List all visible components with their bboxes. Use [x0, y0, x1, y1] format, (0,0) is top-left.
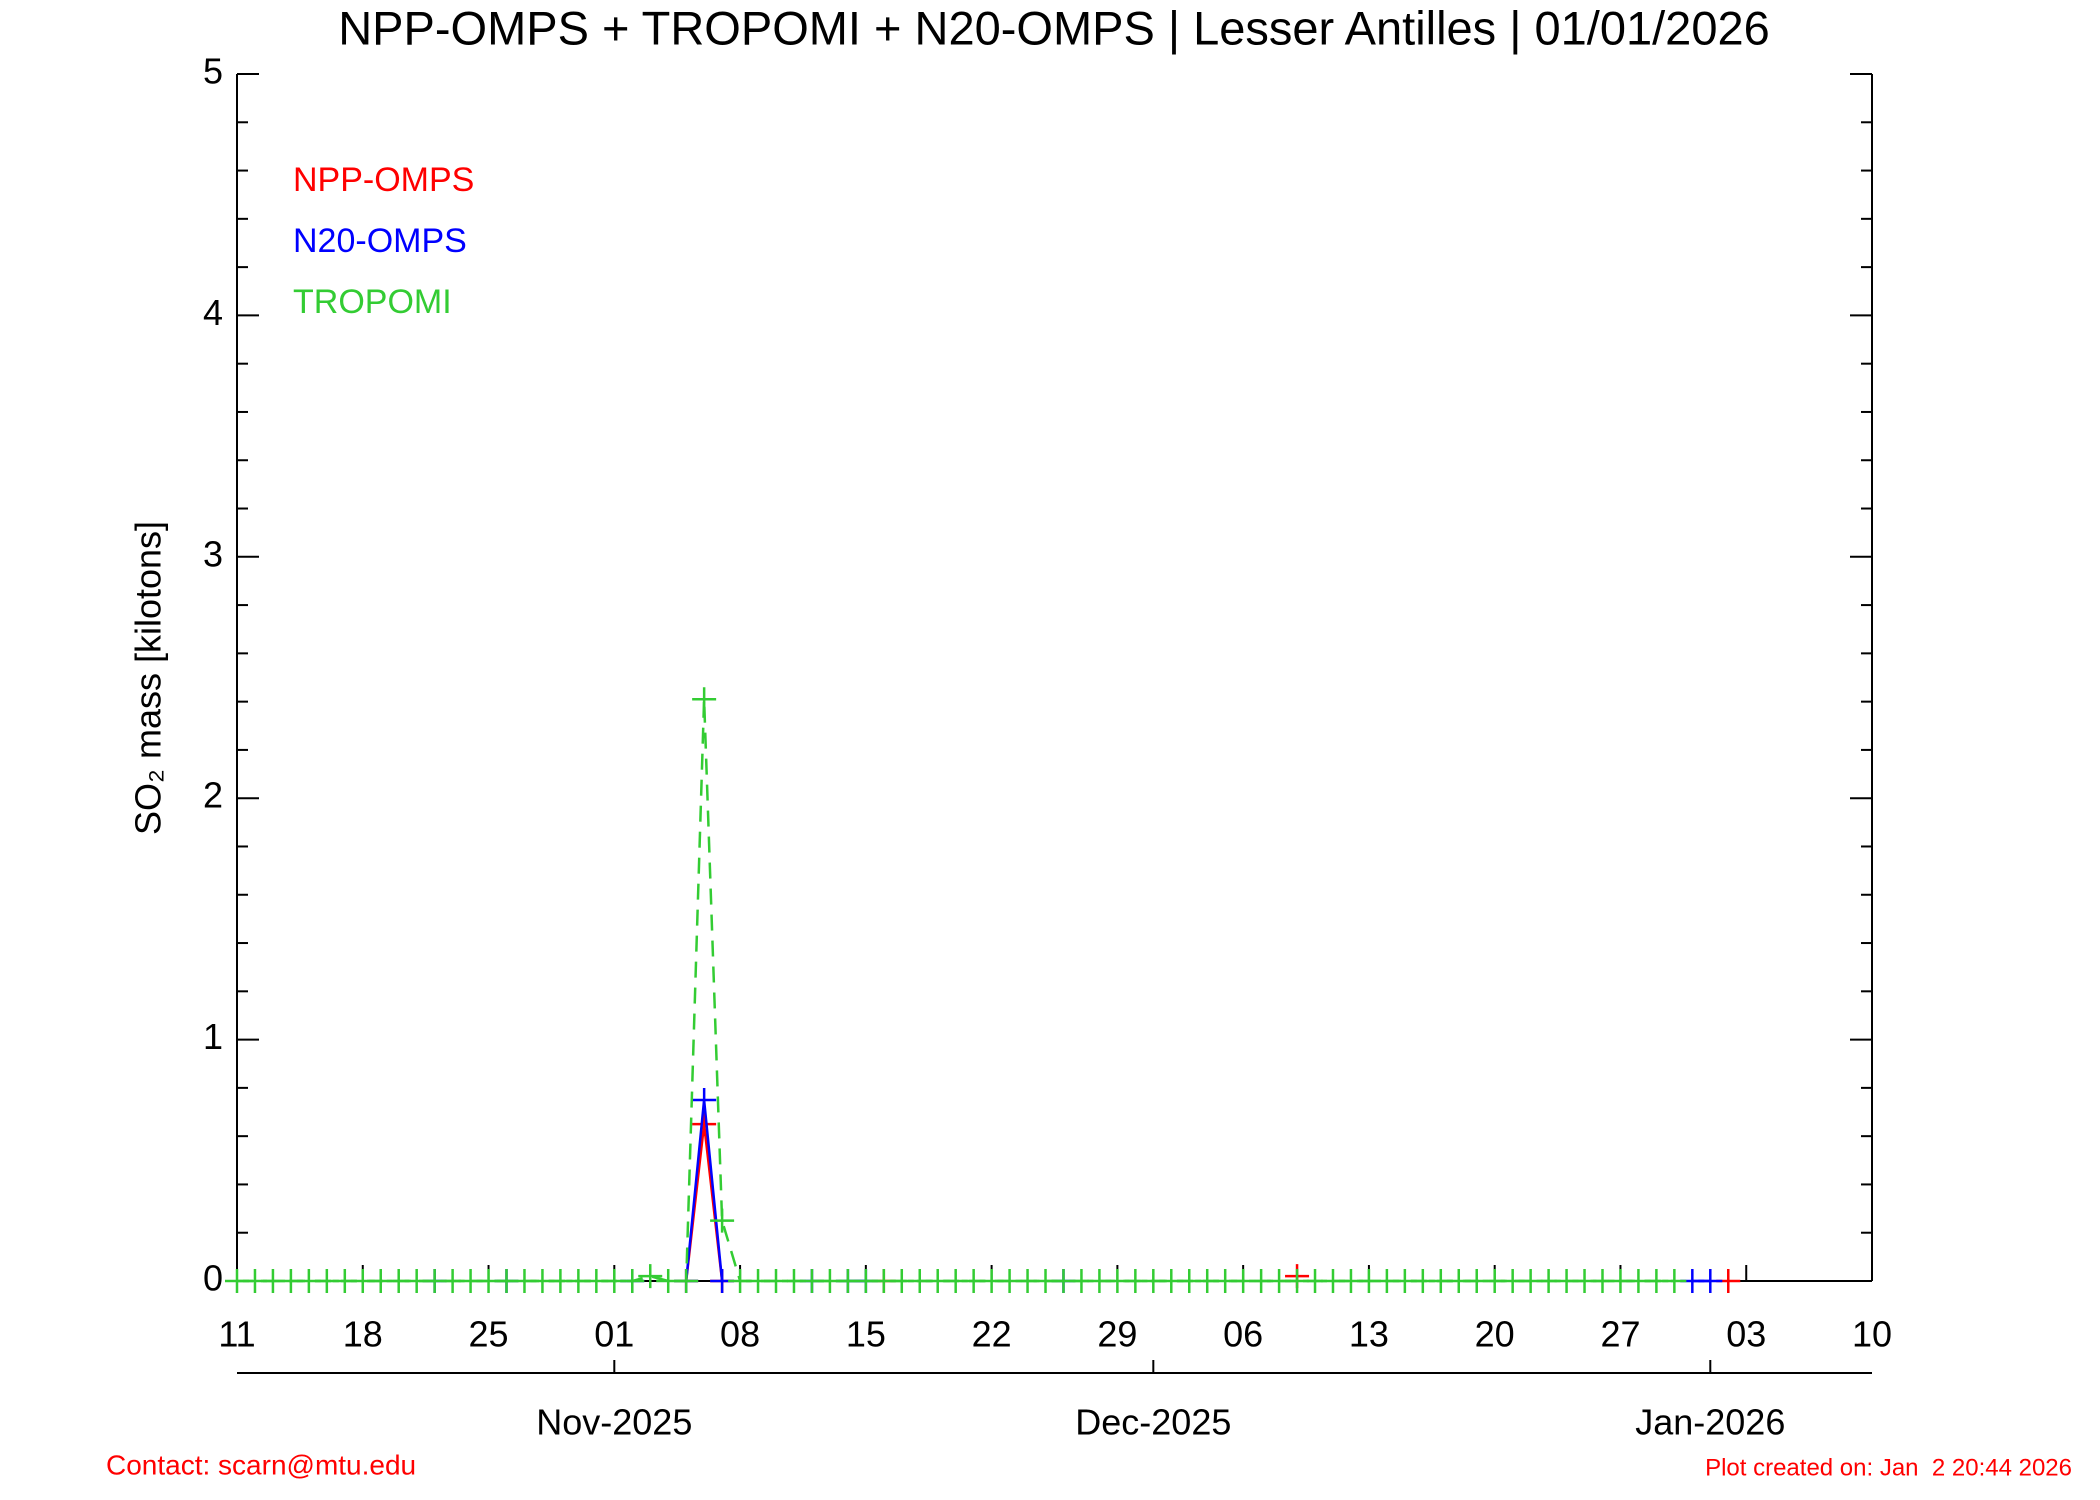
x-tick-label: 08 [720, 1314, 760, 1355]
x-tick-label: 18 [343, 1314, 383, 1355]
x-tick-label: 11 [218, 1314, 255, 1355]
x-tick-label: 29 [1097, 1314, 1137, 1355]
month-label: Dec-2025 [1075, 1402, 1231, 1443]
series-line [686, 1124, 1728, 1281]
x-tick-label: 06 [1223, 1314, 1263, 1355]
point-marker [1662, 1269, 1687, 1293]
y-tick-label: 2 [203, 775, 223, 816]
month-label: Jan-2026 [1635, 1402, 1785, 1443]
x-tick-label: 20 [1475, 1314, 1515, 1355]
chart-title: NPP-OMPS + TROPOMI + N20-OMPS | Lesser A… [338, 1, 1770, 54]
x-tick-label: 01 [594, 1314, 634, 1355]
point-marker [674, 1269, 699, 1293]
y-tick-label: 3 [203, 533, 223, 574]
x-tick-label: 27 [1600, 1314, 1640, 1355]
point-marker [1698, 1269, 1723, 1293]
point-marker [710, 1208, 735, 1233]
month-label: Nov-2025 [536, 1402, 692, 1443]
point-marker [692, 1087, 717, 1112]
y-tick-label: 5 [203, 51, 223, 92]
contact: Contact: scarn@mtu.edu [106, 1449, 416, 1480]
point-marker [692, 1112, 717, 1137]
series-line [684, 1099, 1711, 1283]
legend-entry: TROPOMI [293, 283, 452, 321]
point-marker [620, 1269, 645, 1293]
x-tick-label: 22 [972, 1314, 1012, 1355]
legend-entry: N20-OMPS [293, 222, 467, 260]
x-tick-label: 10 [1852, 1314, 1892, 1355]
x-tick-label: 25 [469, 1314, 509, 1355]
x-tick-label: 15 [846, 1314, 886, 1355]
point-marker [692, 687, 717, 712]
x-tick-label: 13 [1349, 1314, 1389, 1355]
point-marker [638, 1264, 663, 1289]
y-axis-label: SO₂ mass [kilotons] [128, 521, 169, 835]
x-tick-label: 03 [1726, 1314, 1766, 1355]
y-tick-label: 1 [203, 1016, 223, 1057]
created-note: Plot created on: Jan 2 20:44 2026 [1705, 1454, 2072, 1481]
y-tick-label: 4 [203, 292, 223, 333]
legend-entry: NPP-OMPS [293, 161, 474, 199]
series-line [237, 699, 1675, 1283]
y-tick-label: 0 [203, 1258, 223, 1299]
